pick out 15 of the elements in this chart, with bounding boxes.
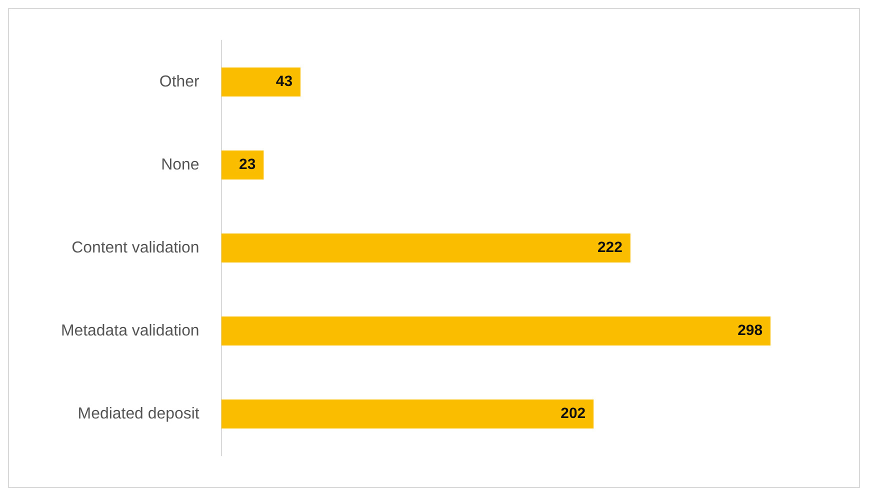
bar bbox=[221, 233, 630, 263]
data-label: 43 bbox=[276, 73, 293, 90]
bar bbox=[221, 400, 594, 429]
data-label: 202 bbox=[560, 405, 586, 422]
y-tick-label: Metadata validation bbox=[60, 322, 200, 340]
bar bbox=[221, 67, 301, 96]
bar bbox=[221, 316, 771, 346]
data-label: 298 bbox=[738, 322, 763, 340]
data-label: 222 bbox=[597, 239, 622, 256]
y-tick-label: Content validation bbox=[72, 239, 200, 256]
bar bbox=[221, 150, 264, 180]
y-tick-label: Other bbox=[159, 73, 200, 90]
data-label: 23 bbox=[239, 156, 256, 174]
y-tick-label: Mediated deposit bbox=[78, 405, 200, 422]
y-tick-label: None bbox=[161, 156, 200, 174]
